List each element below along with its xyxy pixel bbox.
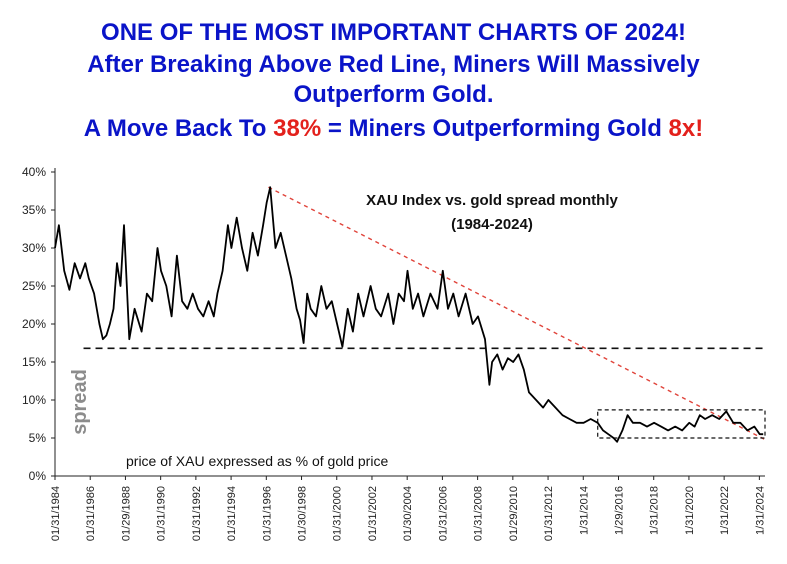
- y-tick-label: 35%: [22, 203, 46, 217]
- y-tick-label: 15%: [22, 355, 46, 369]
- x-tick-label: 01/29/2010: [508, 486, 520, 541]
- x-tick-label: 01/31/1996: [261, 486, 273, 541]
- x-tick-label: 01/31/2008: [473, 486, 485, 541]
- series-layer: [54, 186, 764, 443]
- x-tick-label: 01/31/2012: [543, 486, 555, 541]
- spread-series-line: [54, 186, 764, 443]
- headline-exclamation: !: [695, 115, 704, 142]
- x-tick-label: 01/31/2006: [437, 486, 449, 541]
- headline-line-4-part-1: A Move Back To: [83, 115, 274, 142]
- x-tick-label: 01/30/2004: [402, 486, 414, 541]
- headline-line-3: Outperform Gold.: [293, 81, 494, 108]
- y-axis-label: spread: [69, 369, 91, 435]
- x-tick-label: 01/31/1992: [191, 486, 203, 541]
- x-tick-label: 01/30/1998: [297, 486, 309, 541]
- headline-8x: 8x: [668, 115, 696, 142]
- chart-guides: [83, 186, 766, 441]
- x-tick-label: 01/31/2000: [332, 486, 344, 541]
- y-tick-label: 40%: [22, 165, 46, 179]
- spread-chart: 0%5%10%15%20%25%30%35%40% 01/31/1984 01/3…: [22, 165, 766, 541]
- x-tick-label: 1/29/2016: [613, 486, 625, 535]
- y-tick-label: 5%: [29, 431, 47, 445]
- y-tick-label: 30%: [22, 241, 46, 255]
- x-tick-label: 01/31/2002: [367, 486, 379, 541]
- chart-subtitle: (1984-2024): [451, 216, 533, 233]
- headline-line-4: A Move Back To 38% = Miners Outperformin…: [0, 114, 787, 143]
- headline-line-1: ONE OF THE MOST IMPORTANT CHARTS OF 2024…: [101, 19, 686, 46]
- x-tick-label: 1/31/2020: [684, 486, 696, 535]
- chart-annotation: price of XAU expressed as % of gold pric…: [126, 453, 388, 469]
- x-tick-label: 01/31/1984: [50, 486, 62, 541]
- range-box: [597, 409, 766, 439]
- x-tick-label: 1/31/2022: [719, 486, 731, 535]
- chart-title: XAU Index vs. gold spread monthly: [366, 192, 618, 209]
- red-trend-line: [268, 186, 766, 441]
- x-tick-label: 1/31/2014: [578, 486, 590, 535]
- headline-line-2: After Breaking Above Red Line, Miners Wi…: [87, 51, 700, 78]
- y-tick-label: 0%: [29, 469, 47, 483]
- x-tick-label: 01/31/1990: [156, 486, 168, 541]
- x-tick-label: 01/31/1994: [226, 486, 238, 541]
- y-tick-label: 10%: [22, 393, 46, 407]
- y-tick-label: 20%: [22, 317, 46, 331]
- y-tick-label: 25%: [22, 279, 46, 293]
- x-tick-label: 01/29/1988: [120, 486, 132, 541]
- headline-38-percent: 38%: [273, 115, 322, 142]
- x-tick-label: 1/31/2018: [649, 486, 661, 535]
- x-tick-label: 1/31/2024: [754, 486, 766, 535]
- x-tick-label: 01/31/1986: [85, 486, 97, 541]
- headline-line-4-part-3: = Miners Outperforming Gold: [321, 115, 669, 142]
- y-axis: 0% 5% 10% 15% 20% 25% 30% 35% 40%: [22, 165, 56, 483]
- x-axis: 01/31/1984 01/31/1986 01/29/1988 01/31/1990…: [50, 475, 766, 541]
